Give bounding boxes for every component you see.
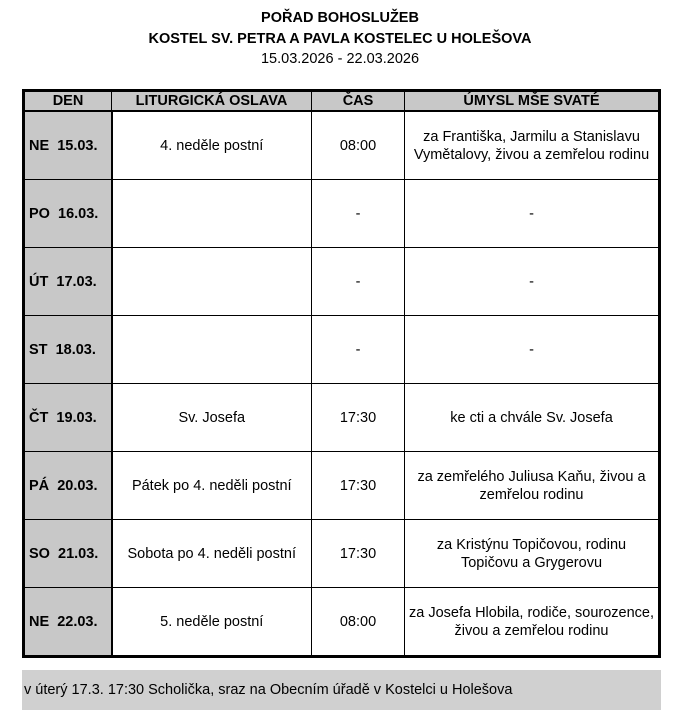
- column-header-time: ČAS: [311, 90, 405, 112]
- intention-cell: ke cti a chvále Sv. Josefa: [404, 383, 660, 452]
- table-row: NE 15.03. 4. neděle postní 08:00 za Františ…: [23, 110, 660, 180]
- celebration-cell: 4. neděle postní: [111, 110, 312, 180]
- day-cell: PÁ 20.03.: [23, 451, 113, 520]
- day-cell: ST 18.03.: [23, 315, 113, 384]
- time-cell: 17:30: [311, 383, 405, 452]
- column-header-celebration: LITURGICKÁ OSLAVA: [111, 90, 312, 112]
- day-cell: SO 21.03.: [23, 519, 113, 588]
- intention-cell: za Josefa Hlobila, rodiče, sourozence, ž…: [404, 587, 660, 657]
- date-range: 15.03.2026 - 22.03.2026: [260, 51, 420, 67]
- intention-cell: za Františka, Jarmilu a Stanislavu Vymět…: [404, 110, 660, 180]
- time-cell: 08:00: [311, 110, 405, 180]
- table-row: ÚT 17.03. - -: [23, 247, 660, 316]
- table-row: PO 16.03. - -: [23, 179, 660, 248]
- table-row: PÁ 20.03. Pátek po 4. neděli postní 17:30 z…: [23, 451, 660, 520]
- celebration-cell: Sv. Josefa: [111, 383, 312, 452]
- time-cell: 08:00: [311, 587, 405, 657]
- intention-cell: -: [404, 247, 660, 316]
- time-cell: -: [311, 247, 405, 316]
- celebration-cell: [111, 315, 312, 384]
- table-row: ST 18.03. - -: [23, 315, 660, 384]
- day-cell: ČT 19.03.: [23, 383, 113, 452]
- time-cell: 17:30: [311, 451, 405, 520]
- day-cell: NE 15.03.: [23, 110, 113, 180]
- celebration-cell: Sobota po 4. neděli postní: [111, 519, 312, 588]
- table-row: NE 22.03. 5. neděle postní 08:00 za Josefa …: [23, 587, 660, 657]
- time-cell: 17:30: [311, 519, 405, 588]
- celebration-cell: [111, 179, 312, 248]
- table-header-row: DEN LITURGICKÁ OSLAVA ČAS ÚMYSL MŠE SVAT…: [23, 90, 660, 112]
- celebration-cell: 5. neděle postní: [111, 587, 312, 657]
- column-header-intention: ÚMYSL MŠE SVATÉ: [404, 90, 660, 112]
- table-row: ČT 19.03. Sv. Josefa 17:30 ke cti a chvále …: [23, 383, 660, 452]
- table-row: SO 21.03. Sobota po 4. neděli postní 17:30…: [23, 519, 660, 588]
- intention-cell: -: [404, 179, 660, 248]
- day-cell: NE 22.03.: [23, 587, 113, 657]
- day-cell: ÚT 17.03.: [23, 247, 113, 316]
- celebration-cell: [111, 247, 312, 316]
- intention-cell: za zemřelého Juliusa Kaňu, živou a zemře…: [404, 451, 660, 520]
- day-cell: PO 16.03.: [23, 179, 113, 248]
- celebration-cell: Pátek po 4. neděli postní: [111, 451, 312, 520]
- document-title: POŘAD BOHOSLUŽEB: [261, 10, 419, 26]
- column-header-day: DEN: [23, 90, 112, 112]
- church-name: KOSTEL SV. PETRA A PAVLA KOSTELEC U HOLE…: [148, 31, 532, 47]
- announcement-note: v úterý 17.3. 17:30 Scholička, sraz na O…: [22, 670, 661, 710]
- intention-cell: za Kristýnu Topičovou, rodinu Topičovu a…: [404, 519, 660, 588]
- time-cell: -: [311, 179, 405, 248]
- intention-cell: -: [404, 315, 660, 384]
- schedule-table: DEN LITURGICKÁ OSLAVA ČAS ÚMYSL MŠE SVAT…: [22, 89, 661, 658]
- time-cell: -: [311, 315, 405, 384]
